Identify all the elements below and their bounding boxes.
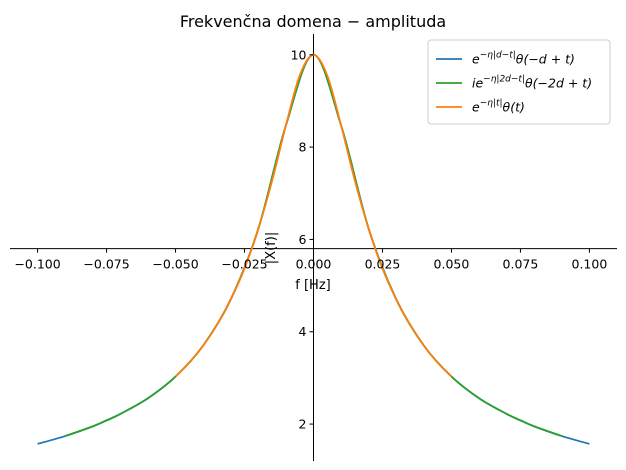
x-tick-label: −0.050 xyxy=(152,257,198,272)
x-axis-label: f [Hz] xyxy=(295,278,330,293)
y-axis-label: |X(f)| xyxy=(264,232,279,264)
x-tick-label: 0.000 xyxy=(296,257,332,272)
ticks: −0.100 −0.075 −0.050 −0.025 0.000 0.025 0.050 0… xyxy=(14,47,607,431)
x-tick-label: −0.075 xyxy=(83,257,129,272)
x-tick-label: 0.075 xyxy=(503,257,539,272)
legend-entry-0: e−η|d−t|θ(−d + t) xyxy=(472,51,575,67)
y-tick-label: 6 xyxy=(299,232,307,247)
legend: e−η|d−t|θ(−d + t) ie−η|2d−t|θ(−2d + t) e−η… xyxy=(427,39,611,125)
chart-title: Frekvenčna domena − amplituda xyxy=(180,12,446,31)
x-tick-label: 0.100 xyxy=(572,257,608,272)
legend-entry-1: ie−η|2d−t|θ(−2d + t) xyxy=(472,75,592,91)
x-tick-label: 0.050 xyxy=(434,257,470,272)
legend-box xyxy=(427,39,611,125)
y-tick-label: 2 xyxy=(299,417,307,432)
legend-entry-2: e−η|t|θ(t) xyxy=(472,99,525,115)
y-tick-label: 4 xyxy=(299,324,307,339)
x-tick-label: −0.025 xyxy=(221,257,267,272)
y-tick-label: 10 xyxy=(291,47,307,62)
x-tick-label: 0.025 xyxy=(365,257,401,272)
y-tick-label: 8 xyxy=(299,140,307,155)
x-tick-label: −0.100 xyxy=(14,257,60,272)
